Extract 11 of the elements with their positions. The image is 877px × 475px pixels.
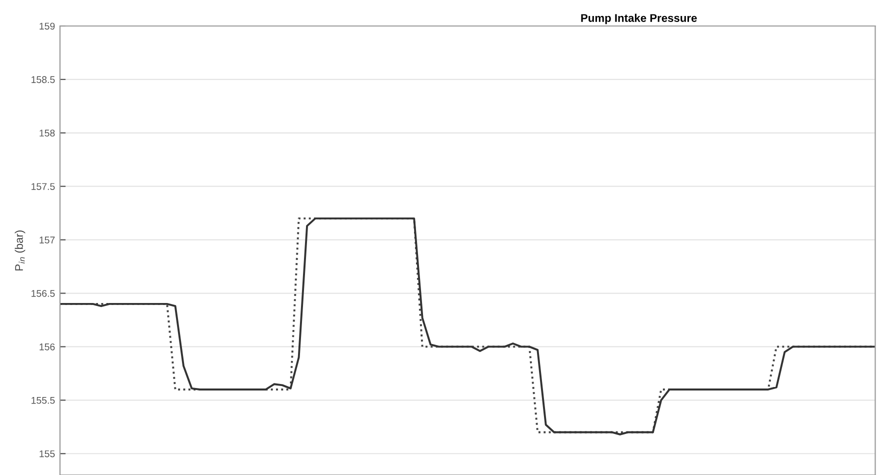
y-tick-label: 157.5 [32,183,55,190]
y-tick-label: 157 [40,236,55,244]
y-tick-label: 158.5 [32,76,55,84]
y-tick-label: 158 [40,130,55,137]
y-tick-label: 156 [40,343,55,350]
y-tick-label: 155.5 [32,397,55,404]
chart-title: Pump Intake Pressure [581,14,697,24]
y-tick-label: 156.5 [32,290,55,297]
y-tick-label: 159 [40,22,55,30]
y-tick-label: 155 [40,450,55,458]
y-axis-title: P$_{in}$ (bar) [14,230,26,270]
